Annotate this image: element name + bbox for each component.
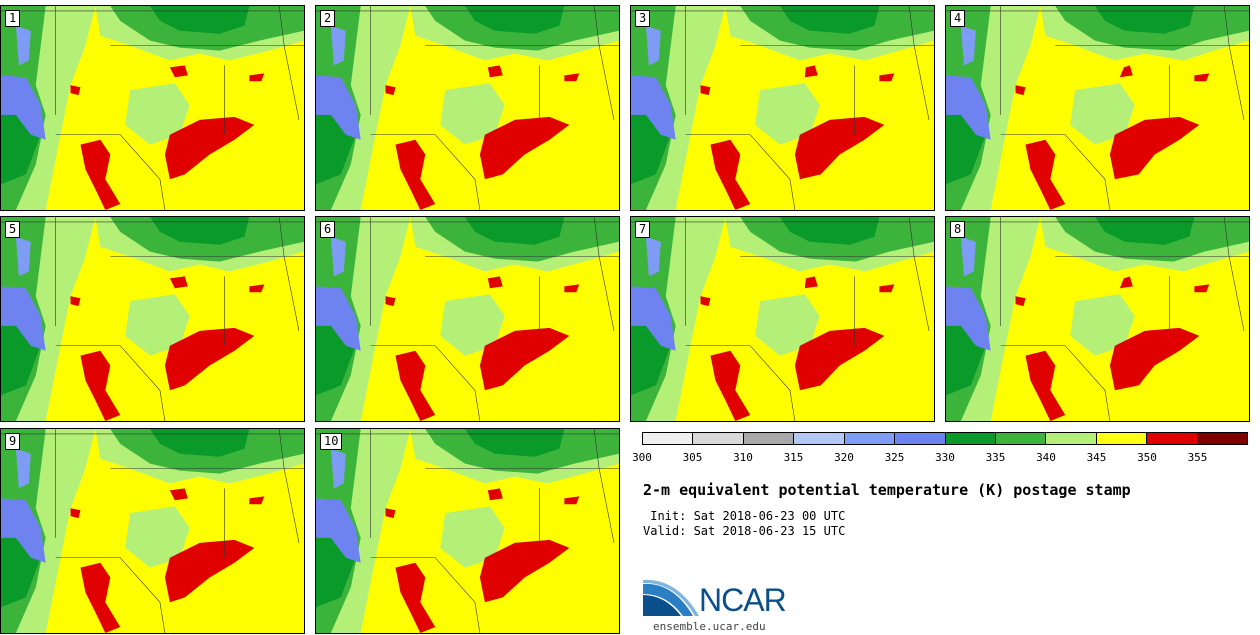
plot-title: 2-m equivalent potential temperature (K)…: [643, 481, 1131, 499]
colorbar-segment: [743, 433, 795, 444]
colorbar-tick-label: 305: [682, 451, 703, 464]
panel-label: 3: [635, 10, 651, 27]
init-time: Init: Sat 2018-06-23 00 UTC: [643, 509, 846, 523]
colorbar-tick-label: 335: [985, 451, 1006, 464]
panel-5: 5: [0, 216, 305, 422]
panel-10: 10: [315, 428, 620, 634]
panel-4: 4: [945, 5, 1250, 211]
map-field: [316, 6, 619, 210]
panel-6: 6: [315, 216, 620, 422]
panel-8: 8: [945, 216, 1250, 422]
panel-2: 2: [315, 5, 620, 211]
colorbar-tick-label: 300: [632, 451, 652, 464]
colorbar-segment: [643, 433, 694, 444]
panel-3: 3: [630, 5, 935, 211]
colorbar-segment: [794, 433, 845, 444]
colorbar-tick-label: 325: [884, 451, 905, 464]
map-field: [1, 429, 304, 633]
panel-label: 10: [320, 433, 343, 450]
panel-label: 4: [950, 10, 966, 27]
colorbar-tick-label: 315: [783, 451, 804, 464]
map-field: [316, 217, 619, 421]
colorbar-segment: [995, 433, 1047, 444]
panel-label: 7: [635, 221, 651, 238]
map-field: [631, 217, 934, 421]
colorbar-tick-labels: 300 305 310 315 320 325 330 335 340 345 350 355: [632, 451, 1248, 465]
panel-label: 5: [5, 221, 21, 238]
panel-9: 9: [0, 428, 305, 634]
panel-label: 2: [320, 10, 336, 27]
colorbar-tick-label: 340: [1036, 451, 1056, 464]
map-field: [1, 6, 304, 210]
panel-7: 7: [630, 216, 935, 422]
colorbar-tick-label: 345: [1086, 451, 1107, 464]
map-field: [1, 217, 304, 421]
map-field: [631, 6, 934, 210]
colorbar-tick-label: 320: [834, 451, 854, 464]
ncar-logo: NCAR: [643, 578, 793, 620]
ncar-logo-icon: [643, 579, 699, 616]
colorbar-segment: [1197, 433, 1248, 444]
ncar-logo-text: NCAR: [699, 582, 787, 618]
colorbar-tick-label: 330: [935, 451, 955, 464]
valid-time: Valid: Sat 2018-06-23 15 UTC: [643, 524, 846, 538]
map-field: [316, 429, 619, 633]
colorbar-segment: [895, 433, 946, 444]
colorbar-segment: [693, 433, 744, 444]
map-field: [946, 6, 1249, 210]
panel-1: 1: [0, 5, 305, 211]
panel-label: 9: [5, 433, 21, 450]
site-url: ensemble.ucar.edu: [653, 620, 766, 633]
panel-label: 6: [320, 221, 336, 238]
colorbar-segment: [945, 433, 996, 444]
colorbar-segment: [844, 433, 896, 444]
colorbar-segment: [1096, 433, 1148, 444]
colorbar: [642, 432, 1248, 445]
colorbar-tick-label: 350: [1137, 451, 1157, 464]
colorbar-tick-label: 355: [1187, 451, 1208, 464]
map-field: [946, 217, 1249, 421]
colorbar-segment: [1147, 433, 1198, 444]
panel-label: 8: [950, 221, 966, 238]
panel-label: 1: [5, 10, 21, 27]
colorbar-tick-label: 310: [733, 451, 753, 464]
colorbar-segment: [1046, 433, 1097, 444]
